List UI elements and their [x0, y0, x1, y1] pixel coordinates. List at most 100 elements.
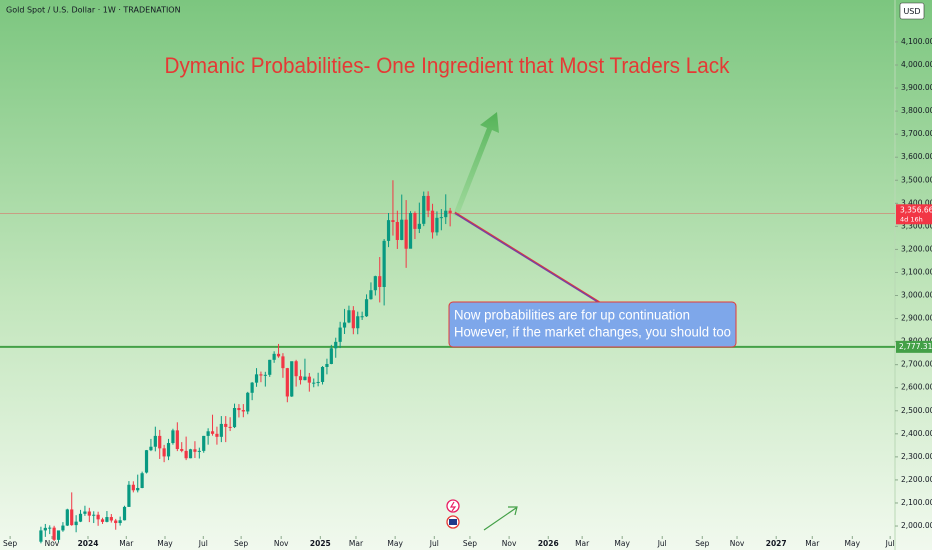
candle-body: [149, 446, 153, 451]
candle-body: [219, 423, 223, 437]
candle-body: [303, 376, 307, 381]
x-tick-label: Mar: [575, 539, 590, 548]
candles: [0, 180, 895, 544]
candle-body: [426, 195, 430, 211]
currency-box[interactable]: [899, 2, 925, 20]
x-tick-label: May: [845, 539, 861, 548]
countdown: 4d 16h: [900, 215, 923, 223]
candle-body: [386, 220, 391, 241]
candle-body: [272, 353, 276, 360]
candle-body: [127, 484, 131, 507]
candle-body: [70, 509, 74, 526]
candle-body: [144, 450, 149, 473]
candle-body: [131, 484, 135, 491]
candle-body: [408, 212, 413, 249]
candle-body: [114, 520, 118, 524]
candle-body: [56, 530, 61, 540]
candle-body: [224, 423, 228, 427]
callout-text: However, if the market changes, you shou…: [454, 325, 731, 340]
candle-body: [294, 361, 298, 377]
x-tick-label: Sep: [463, 539, 477, 548]
last-price-box: [896, 204, 932, 225]
x-tick-label: Sep: [234, 539, 248, 548]
y-tick-label: 4,000.00: [901, 60, 932, 69]
y-tick-label: 3,300.00: [901, 221, 932, 230]
candle-body: [122, 506, 127, 521]
candle-body: [232, 408, 237, 428]
candle-body: [43, 527, 47, 531]
y-tick-label: 3,600.00: [901, 152, 932, 161]
y-tick-label: 4,100.00: [901, 37, 932, 46]
candle-body: [215, 433, 219, 437]
candle-body: [439, 217, 443, 219]
candle-body: [382, 240, 386, 287]
y-tick-label: 2,400.00: [901, 429, 932, 438]
x-tick-label: 2025: [310, 539, 331, 548]
x-tick-label: Jul: [657, 539, 667, 548]
candle-body: [373, 276, 377, 291]
candle-body: [96, 514, 100, 520]
x-tick-label: Mar: [119, 539, 134, 548]
candle-body: [422, 195, 426, 224]
candle-body: [325, 363, 329, 367]
candle-body: [166, 443, 171, 457]
candle-body: [162, 448, 166, 457]
candle-body: [180, 449, 184, 451]
candle-body: [263, 374, 267, 376]
candle-body: [307, 376, 311, 383]
x-tick-label: Jul: [885, 539, 895, 548]
candle-body: [87, 511, 91, 516]
candle-body: [448, 210, 452, 214]
candle-body: [430, 210, 435, 233]
candle-body: [320, 366, 325, 382]
x-tick-label: 2027: [766, 539, 787, 548]
y-tick-label: 2,700.00: [901, 360, 932, 369]
candle-body: [298, 376, 303, 381]
candle-body: [246, 392, 250, 412]
x-tick-label: May: [614, 539, 630, 548]
x-tick-label: Mar: [805, 539, 820, 548]
candle-body: [250, 382, 254, 393]
x-tick-label: Sep: [695, 539, 709, 548]
candle-body: [197, 450, 201, 452]
y-tick-label: 2,100.00: [901, 498, 932, 507]
x-tick-label: Mar: [349, 539, 364, 548]
candle-body: [404, 219, 408, 249]
candle-body: [364, 299, 369, 317]
candle-body: [153, 435, 157, 447]
candle-body: [206, 431, 210, 436]
candle-body: [39, 530, 43, 542]
candle-body: [378, 276, 382, 287]
candle-body: [241, 410, 245, 412]
callout-text: Now probabilities are for up continuatio…: [454, 308, 690, 323]
candle-body: [136, 487, 140, 491]
candle-body: [61, 525, 65, 531]
candle-body: [338, 327, 342, 342]
event-icon[interactable]: [446, 499, 460, 513]
y-tick-label: 3,700.00: [901, 129, 932, 138]
x-tick-label: Nov: [502, 539, 517, 548]
y-tick-label: 2,500.00: [901, 406, 932, 415]
candle-body: [435, 217, 439, 233]
candle-body: [158, 435, 162, 449]
x-tick-label: Nov: [274, 539, 289, 548]
candle-body: [52, 527, 56, 540]
candle-body: [356, 316, 360, 329]
event-icon-glyph: [449, 501, 457, 512]
callout-pointer: [454, 211, 601, 303]
x-tick-label: Sep: [3, 539, 17, 548]
y-tick-label: 2,200.00: [901, 475, 932, 484]
candle-body: [290, 361, 294, 397]
currency[interactable]: USD: [903, 7, 920, 16]
candle-body: [268, 359, 272, 375]
candle-body: [369, 290, 373, 300]
y-tick-label: 3,900.00: [901, 83, 932, 92]
candle-body: [92, 514, 96, 516]
candle-body: [109, 517, 113, 521]
candle-body: [83, 511, 87, 514]
level-label: 2,777.31: [899, 342, 932, 351]
up-arrow: [453, 112, 499, 217]
candle-body: [342, 322, 347, 328]
candle-body: [237, 408, 241, 411]
y-tick-label: 2,300.00: [901, 452, 932, 461]
